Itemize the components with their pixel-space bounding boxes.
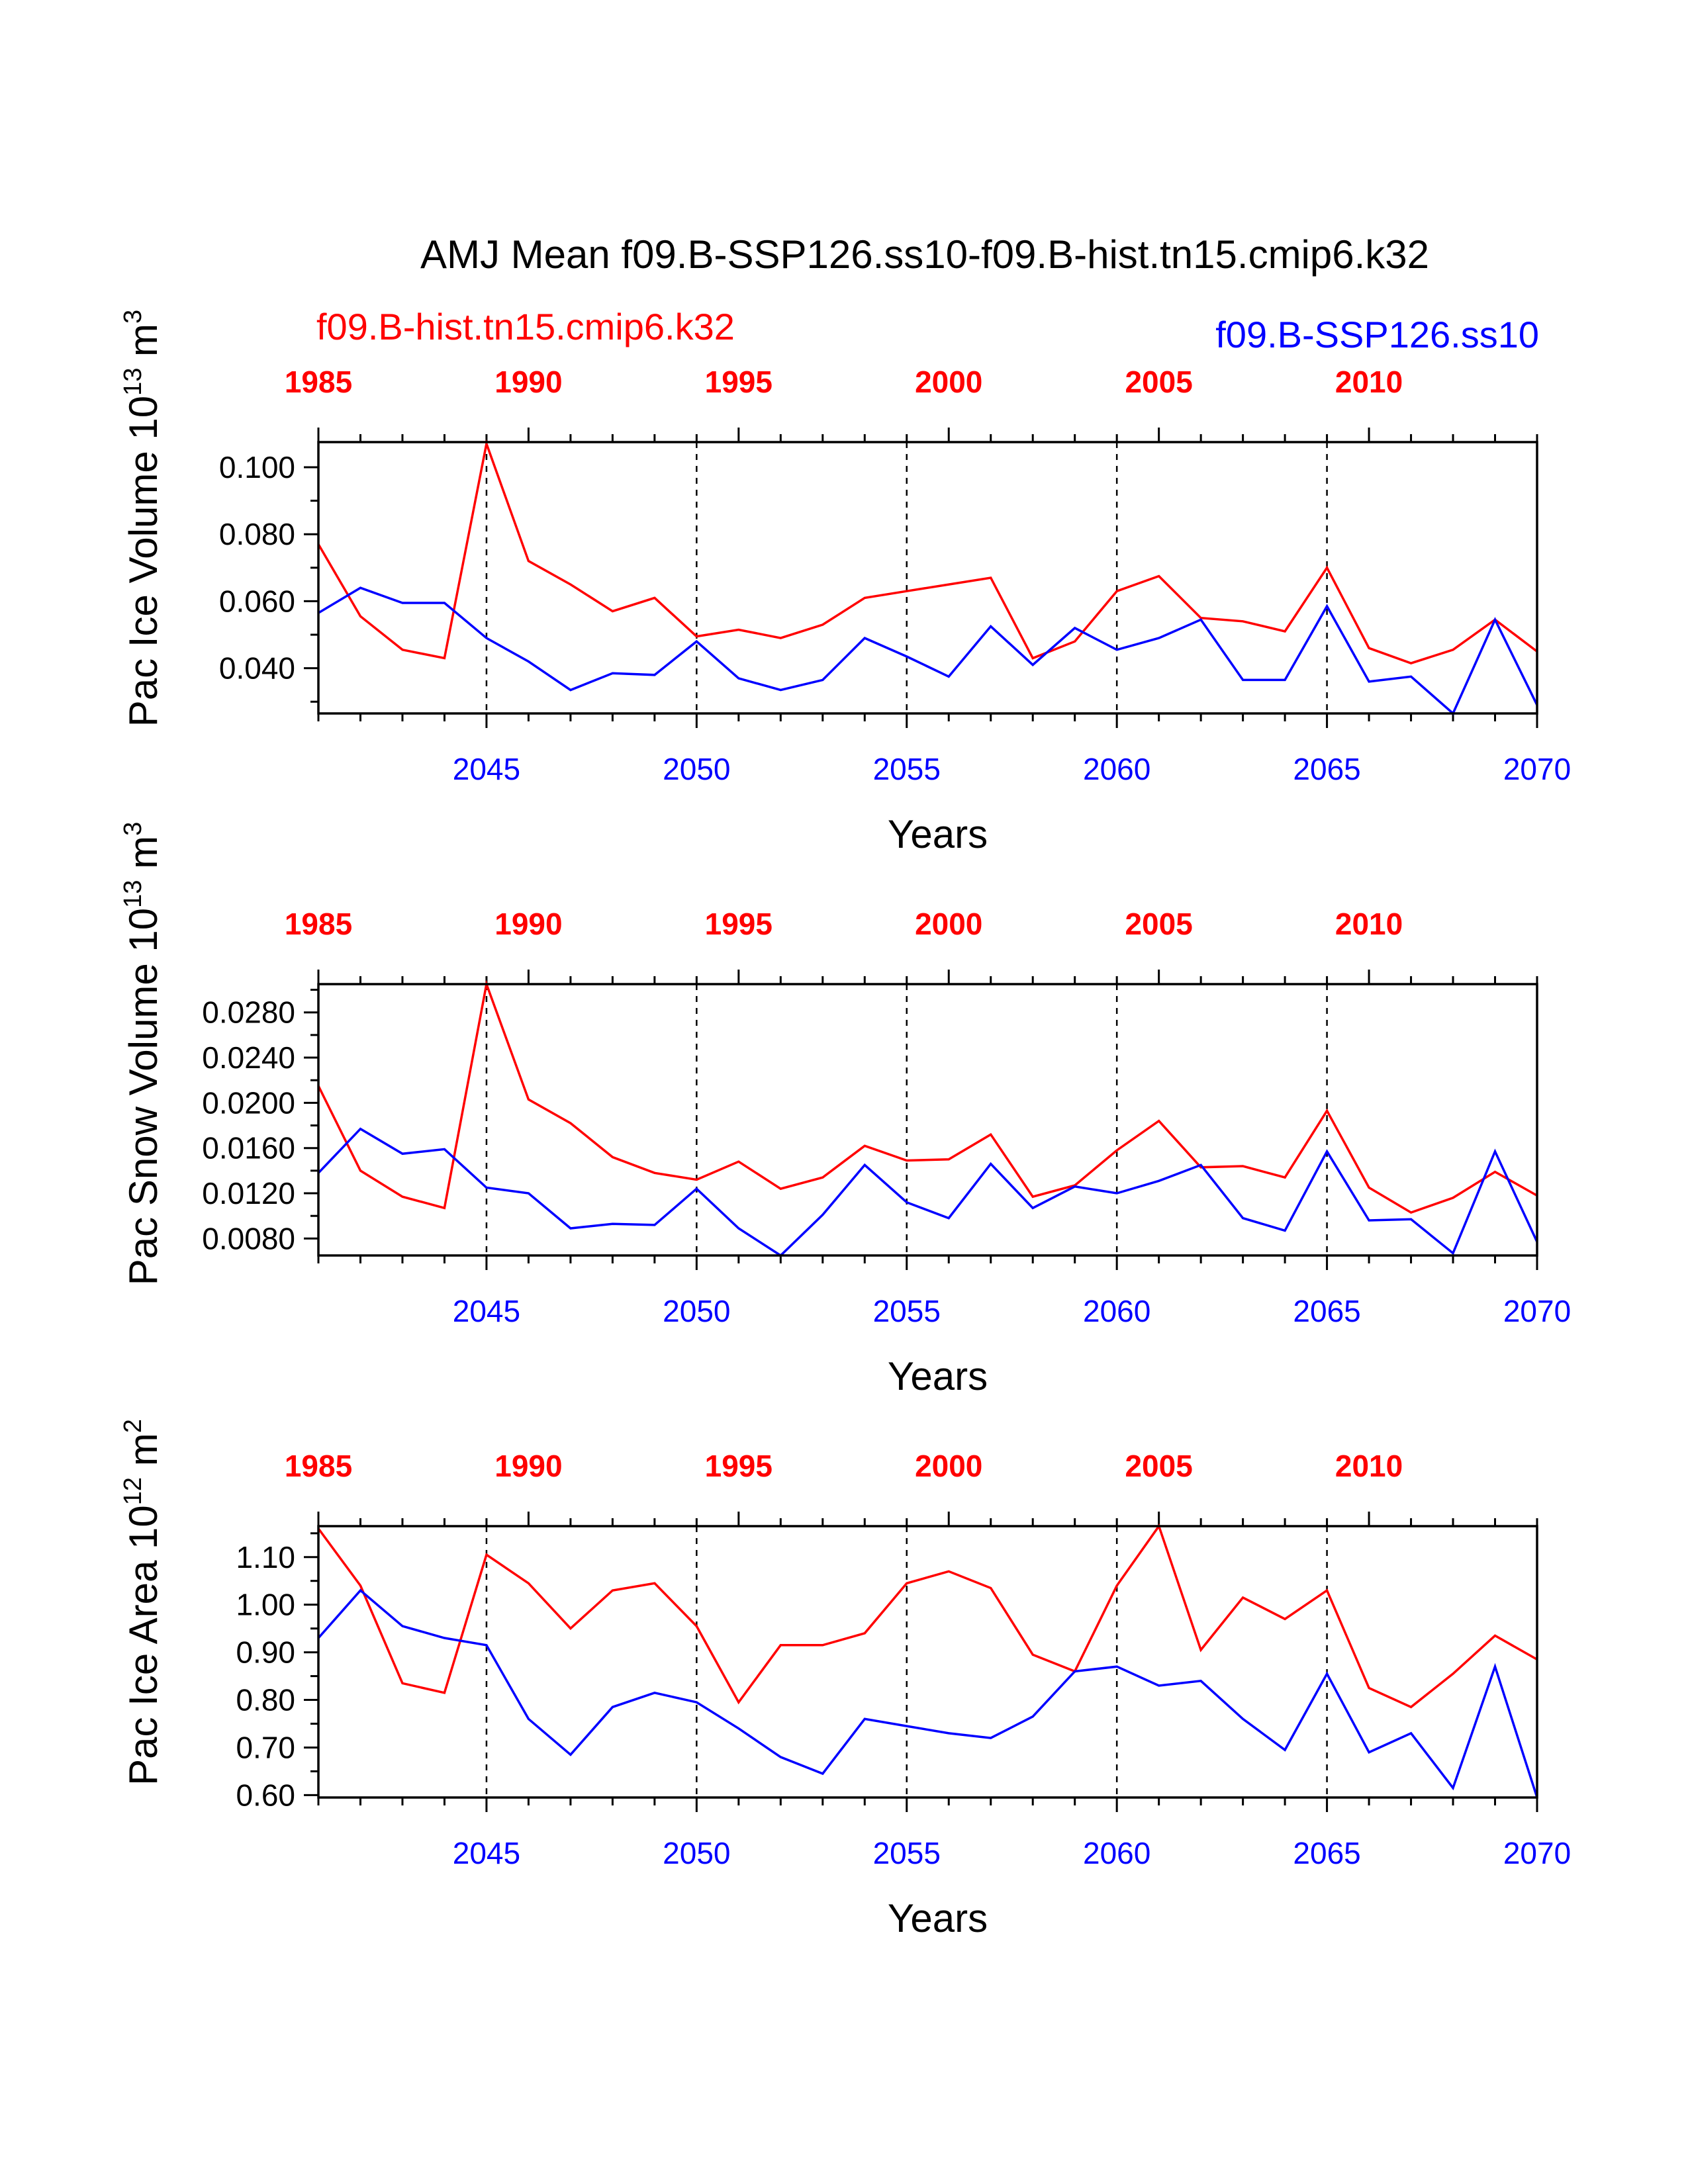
x-top-tick-label: 1985 (285, 365, 352, 399)
series-line-ssp (317, 1588, 1538, 1798)
x-bottom-tick-label: 2045 (453, 1836, 520, 1870)
x-top-tick-label: 1990 (494, 907, 562, 941)
x-bottom-tick-label: 2070 (1503, 1294, 1571, 1328)
y-axis-title: Pac Ice Volume 1013 m3 (119, 310, 165, 727)
series-line-ssp (317, 1127, 1538, 1257)
x-top-tick-label: 1990 (494, 365, 562, 399)
panel-3: 2045 2050 2055 2060 2065 2070 1985 1990 1995 2000… (119, 1419, 1571, 1940)
x-top-tick-label: 2010 (1335, 365, 1403, 399)
x-bottom-tick-label: 2055 (873, 1294, 941, 1328)
legend-ssp-label: f09.B-SSP126.ss10 (1215, 314, 1539, 355)
series-line-hist (317, 1524, 1538, 1709)
y-tick-label: 0.70 (236, 1730, 295, 1764)
x-top-tick-label: 1995 (705, 1449, 773, 1483)
x-axis-title: Years (888, 812, 988, 856)
panels-group: 2045 2050 2055 2060 2065 2070 1985 1990 1995 2000… (119, 310, 1571, 1940)
y-axis-title: Pac Snow Volume 1013 m3 (119, 822, 165, 1285)
y-axis-title-superscript: 3 (119, 310, 147, 324)
x-bottom-tick-label: 2055 (873, 1836, 941, 1870)
y-axis-title-text: m (121, 324, 165, 368)
x-bottom-tick-label: 2050 (663, 752, 730, 786)
y-axis-title: Pac Ice Area 1012 m2 (119, 1419, 165, 1786)
x-bottom-tick-label: 2065 (1293, 1294, 1360, 1328)
figure-title: AMJ Mean f09.B-SSP126.ss10-f09.B-hist.tn… (420, 232, 1429, 277)
plot-frame (317, 1525, 1538, 1799)
x-top-tick-label: 2010 (1335, 1449, 1403, 1483)
x-bottom-tick-label: 2060 (1083, 1294, 1150, 1328)
x-bottom-tick-label: 2045 (453, 752, 520, 786)
x-top-tick-label: 1985 (285, 1449, 352, 1483)
y-tick-label: 0.0280 (202, 995, 295, 1030)
y-tick-label: 0.040 (219, 651, 295, 686)
y-tick-label: 0.90 (236, 1635, 295, 1670)
y-tick-label: 0.060 (219, 584, 295, 618)
y-axis-title-text: m (121, 836, 165, 880)
panel-1: 2045 2050 2055 2060 2065 2070 1985 1990 1995 2000… (119, 310, 1571, 856)
y-axis-title-superscript: 3 (119, 822, 147, 836)
plot-frame (317, 441, 1538, 715)
plot-frame (317, 983, 1538, 1257)
y-axis-title-superscript: 13 (119, 880, 147, 908)
x-top-tick-label: 2000 (915, 1449, 982, 1483)
x-top-tick-label: 2010 (1335, 907, 1403, 941)
series-line-ssp (318, 586, 1538, 715)
x-bottom-tick-label: 2055 (873, 752, 941, 786)
y-tick-label: 0.80 (236, 1683, 295, 1717)
x-top-tick-label: 1990 (494, 1449, 562, 1483)
x-bottom-tick-label: 2065 (1293, 752, 1360, 786)
y-tick-label: 0.0200 (202, 1085, 295, 1120)
x-top-tick-label: 1995 (705, 907, 773, 941)
x-bottom-tick-label: 2050 (663, 1836, 730, 1870)
y-tick-label: 0.080 (219, 517, 295, 551)
y-axis-title-superscript: 13 (119, 368, 147, 396)
y-tick-label: 0.0080 (202, 1221, 295, 1255)
legend-hist-label: f09.B-hist.tn15.cmip6.k32 (316, 306, 735, 347)
x-top-tick-label: 2000 (915, 907, 982, 941)
x-bottom-tick-label: 2060 (1083, 1836, 1150, 1870)
y-axis-title-text: Pac Ice Area 10 (121, 1505, 165, 1786)
series-line-hist (317, 439, 1538, 664)
y-tick-label: 0.0160 (202, 1131, 295, 1165)
y-axis-title-superscript: 2 (119, 1419, 147, 1433)
y-tick-label: 0.100 (219, 450, 295, 484)
y-axis-title-text: m (121, 1433, 165, 1477)
x-top-tick-label: 2005 (1125, 907, 1192, 941)
x-axis-title: Years (888, 1354, 988, 1398)
x-bottom-tick-label: 2065 (1293, 1836, 1360, 1870)
y-tick-label: 1.00 (236, 1588, 295, 1622)
y-tick-label: 0.0120 (202, 1176, 295, 1210)
x-top-tick-label: 2005 (1125, 365, 1192, 399)
x-bottom-tick-label: 2060 (1083, 752, 1150, 786)
y-axis-title-superscript: 12 (119, 1477, 147, 1505)
panel-2: 2045 2050 2055 2060 2065 2070 1985 1990 1995 2000… (119, 822, 1571, 1398)
x-axis-title: Years (888, 1896, 988, 1940)
y-tick-label: 0.60 (236, 1778, 295, 1812)
x-bottom-tick-label: 2070 (1503, 1836, 1571, 1870)
x-top-tick-label: 1995 (705, 365, 773, 399)
x-bottom-tick-label: 2045 (453, 1294, 520, 1328)
x-bottom-tick-label: 2070 (1503, 752, 1571, 786)
y-tick-label: 1.10 (236, 1540, 295, 1574)
x-bottom-tick-label: 2050 (663, 1294, 730, 1328)
series-line-hist (317, 979, 1538, 1214)
x-top-tick-label: 2005 (1125, 1449, 1192, 1483)
x-top-tick-label: 2000 (915, 365, 982, 399)
y-tick-label: 0.0240 (202, 1040, 295, 1075)
y-axis-title-text: Pac Snow Volume 10 (121, 908, 165, 1285)
x-top-tick-label: 1985 (285, 907, 352, 941)
y-axis-title-text: Pac Ice Volume 10 (121, 396, 165, 727)
